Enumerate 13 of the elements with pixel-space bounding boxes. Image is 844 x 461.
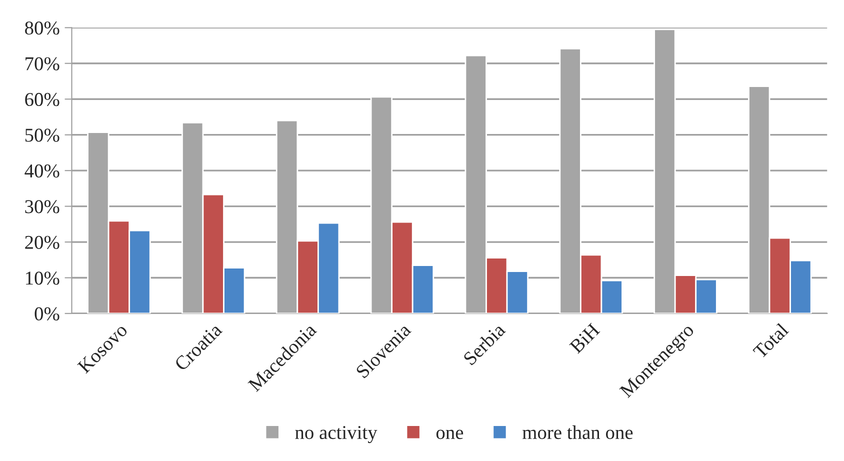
- x-tick-label: BiH: [568, 322, 600, 354]
- legend-label: no activity: [295, 426, 378, 444]
- legend-label: one: [436, 430, 464, 440]
- y-tick-label: 10%: [26, 272, 60, 285]
- y-tick-label: 30%: [25, 200, 60, 214]
- y-tick-label: 70%: [26, 57, 60, 70]
- y-tick-label: 40%: [24, 164, 60, 178]
- y-tick-label: 0%: [34, 307, 60, 320]
- y-tick-label: 20%: [25, 236, 60, 250]
- y-tick-label: 50%: [25, 128, 60, 142]
- legend-label: more than one: [522, 425, 633, 440]
- y-tick-label: 60%: [25, 92, 60, 106]
- y-tick-label: 80%: [25, 21, 60, 35]
